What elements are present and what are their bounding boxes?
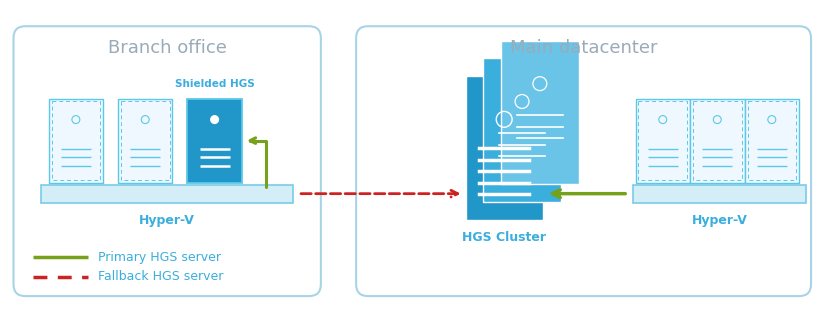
- FancyBboxPatch shape: [483, 59, 561, 202]
- Text: Branch office: Branch office: [108, 39, 227, 57]
- FancyBboxPatch shape: [188, 99, 241, 183]
- FancyBboxPatch shape: [356, 26, 811, 296]
- FancyBboxPatch shape: [41, 185, 294, 203]
- Text: HGS Cluster: HGS Cluster: [462, 231, 546, 244]
- FancyBboxPatch shape: [466, 76, 543, 220]
- FancyBboxPatch shape: [744, 99, 799, 183]
- FancyBboxPatch shape: [690, 99, 744, 183]
- Circle shape: [211, 115, 218, 124]
- FancyBboxPatch shape: [13, 26, 321, 296]
- Text: Hyper-V: Hyper-V: [139, 214, 195, 227]
- FancyBboxPatch shape: [118, 99, 173, 183]
- Text: Fallback HGS server: Fallback HGS server: [98, 270, 223, 284]
- FancyBboxPatch shape: [49, 99, 103, 183]
- Text: Primary HGS server: Primary HGS server: [98, 251, 221, 264]
- FancyBboxPatch shape: [635, 99, 690, 183]
- FancyBboxPatch shape: [501, 41, 579, 184]
- Text: Hyper-V: Hyper-V: [692, 214, 748, 227]
- Text: Main datacenter: Main datacenter: [509, 39, 657, 57]
- FancyBboxPatch shape: [633, 185, 806, 203]
- Text: Shielded HGS: Shielded HGS: [174, 79, 255, 89]
